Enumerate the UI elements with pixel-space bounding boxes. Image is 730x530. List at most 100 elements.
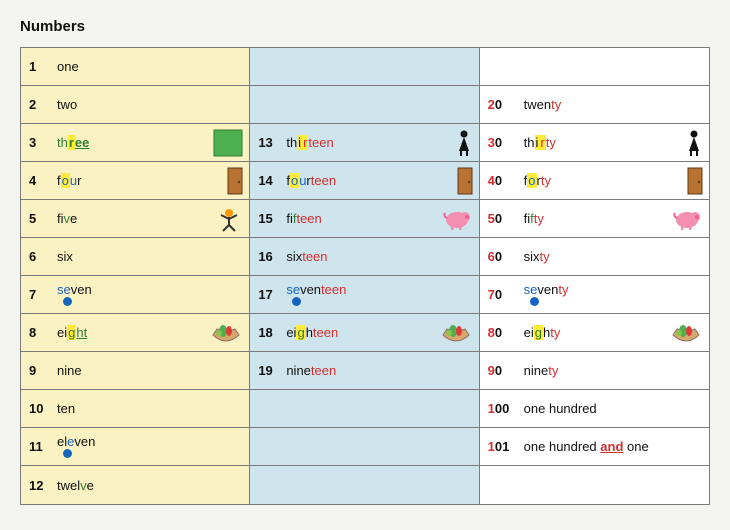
numbers-grid: 1one2two3three4four5five6six7seven8eight…: [20, 47, 710, 505]
word: seventeen: [286, 283, 346, 306]
word: four: [57, 173, 241, 188]
number: 60: [488, 249, 524, 264]
word: seven: [57, 283, 92, 306]
number: 16: [258, 249, 286, 264]
word-seg: ee: [75, 135, 89, 150]
word-seg: teen: [321, 282, 346, 297]
word-seg: six: [524, 249, 540, 264]
number: 6: [29, 249, 57, 264]
word-seg: ty: [558, 282, 568, 297]
word-seg: nine: [524, 363, 549, 378]
table-row: 10ten: [21, 390, 249, 428]
column-1: 1one2two3three4four5five6six7seven8eight…: [21, 48, 250, 504]
table-row: 40forty: [480, 162, 709, 200]
word-seg: th: [286, 135, 297, 150]
table-row: 19nineteen: [250, 352, 478, 390]
number: 14: [258, 173, 286, 188]
table-row: 60sixty: [480, 238, 709, 276]
word-seg: ven: [74, 434, 95, 449]
word: five: [57, 211, 241, 226]
word: one: [57, 59, 241, 74]
word-seg: ten: [57, 401, 75, 416]
word-seg: g: [534, 325, 543, 340]
word-seg: th: [524, 135, 535, 150]
table-row: 90ninety: [480, 352, 709, 390]
word-seg: ht: [76, 325, 87, 340]
door-icon: [457, 167, 473, 195]
column-2: 13thirteen14fourteen15fifteen16sixteen17…: [250, 48, 479, 504]
dot-icon: [63, 449, 72, 458]
word-seg: teen: [296, 211, 321, 226]
veg-icon: [209, 321, 243, 345]
table-row: 17seventeen: [250, 276, 478, 314]
word: one hundred and one: [524, 439, 701, 454]
table-row: [250, 428, 478, 466]
dancer-icon: [215, 205, 243, 233]
word: eleven: [57, 435, 95, 458]
veg-icon: [439, 321, 473, 345]
word-seg: u: [70, 173, 77, 188]
table-row: 2two: [21, 86, 249, 124]
word-seg: teen: [308, 135, 333, 150]
word-seg: and: [600, 439, 623, 454]
word-seg: th: [57, 135, 68, 150]
page-title: Numbers: [20, 18, 710, 35]
column-3: 20twenty30thirty40forty50fifty60sixty70s…: [480, 48, 709, 504]
word-seg: e: [293, 282, 300, 297]
word-seg: one: [623, 439, 648, 454]
word-seg: ty: [540, 249, 550, 264]
word-seg: h: [306, 325, 313, 340]
number: 15: [258, 211, 286, 226]
word-seg: one hundred: [524, 439, 601, 454]
number: 90: [488, 363, 524, 378]
table-row: [480, 466, 709, 504]
number: 12: [29, 478, 57, 493]
word: nine: [57, 363, 241, 378]
woman-icon: [685, 129, 703, 157]
table-row: 5five: [21, 200, 249, 238]
word-seg: ty: [550, 325, 560, 340]
word: twenty: [524, 97, 701, 112]
word-seg: nine: [286, 363, 311, 378]
dot-icon: [63, 297, 72, 306]
word-seg: teen: [302, 249, 327, 264]
word-seg: ei: [286, 325, 296, 340]
number: 80: [488, 325, 524, 340]
dot-icon: [292, 297, 301, 306]
word-seg: ven: [300, 282, 321, 297]
word-seg: e: [64, 282, 71, 297]
number: 10: [29, 401, 57, 416]
table-row: 30thirty: [480, 124, 709, 162]
number: 5: [29, 211, 57, 226]
table-row: 3three: [21, 124, 249, 162]
table-row: 18eighteen: [250, 314, 478, 352]
number: 11: [29, 439, 57, 454]
word: six: [57, 249, 241, 264]
word-seg: teen: [311, 363, 336, 378]
number: 30: [488, 135, 524, 150]
word: one hundred: [524, 401, 701, 416]
word-seg: el: [57, 434, 67, 449]
word-seg: ty: [548, 363, 558, 378]
number: 18: [258, 325, 286, 340]
table-row: 80eighty: [480, 314, 709, 352]
table-row: 14fourteen: [250, 162, 478, 200]
word-seg: ven: [537, 282, 558, 297]
word: ninety: [524, 363, 701, 378]
table-row: [250, 466, 478, 504]
number: 100: [488, 401, 524, 416]
word-seg: one: [57, 59, 79, 74]
table-row: [480, 48, 709, 86]
table-row: 15fifteen: [250, 200, 478, 238]
word: thirty: [524, 135, 701, 150]
number: 101: [488, 439, 524, 454]
table-row: [250, 48, 478, 86]
number: 17: [258, 287, 286, 302]
word-seg: o: [61, 173, 70, 188]
number: 2: [29, 97, 57, 112]
pig-icon: [443, 208, 473, 230]
word-seg: r: [77, 173, 81, 188]
word: twelve: [57, 478, 241, 493]
word-seg: r: [68, 135, 75, 150]
table-row: 70seventy: [480, 276, 709, 314]
